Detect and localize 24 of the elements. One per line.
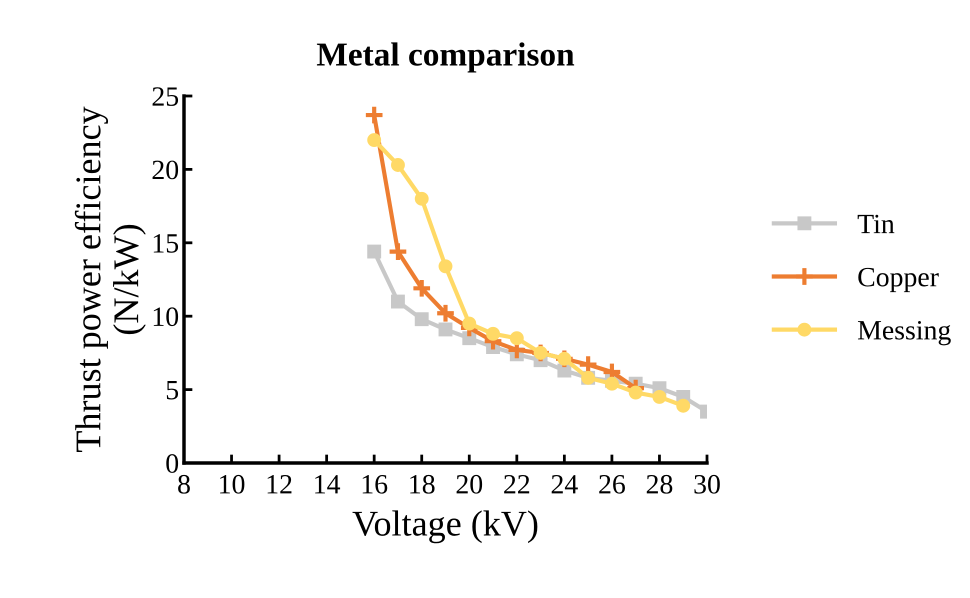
x-tick-label: 22 (504, 474, 530, 494)
y-axis-title: Thrust power efficiency (N/kW) (74, 106, 146, 452)
x-axis-title: Voltage (kV) (352, 510, 538, 544)
x-tick-label: 26 (599, 474, 625, 494)
y-tick-label: 0 (166, 454, 178, 473)
x-tick-label: 18 (410, 474, 435, 494)
y-tick-label: 15 (154, 234, 178, 253)
y-tick-label: 10 (154, 307, 178, 326)
legend-label: Copper (858, 268, 939, 292)
x-tick-label: 24 (552, 474, 578, 494)
y-tick-label: 25 (152, 87, 178, 106)
x-tick-label: 12 (268, 474, 292, 494)
legend-label: Messing (858, 320, 951, 346)
x-tick-label: 14 (315, 475, 340, 494)
x-tick-label: 28 (646, 474, 672, 494)
x-tick-label: 10 (220, 474, 244, 494)
x-tick-label: 20 (456, 474, 482, 494)
x-tick-label: 16 (362, 474, 388, 494)
legend-label: Tin (858, 214, 894, 234)
y-tick-label: 20 (152, 160, 178, 180)
x-tick-label: 8 (178, 474, 190, 494)
x-tick-label: 30 (694, 474, 720, 494)
y-tick-label: 5 (166, 381, 178, 400)
chart-title: Metal comparison (316, 42, 574, 73)
